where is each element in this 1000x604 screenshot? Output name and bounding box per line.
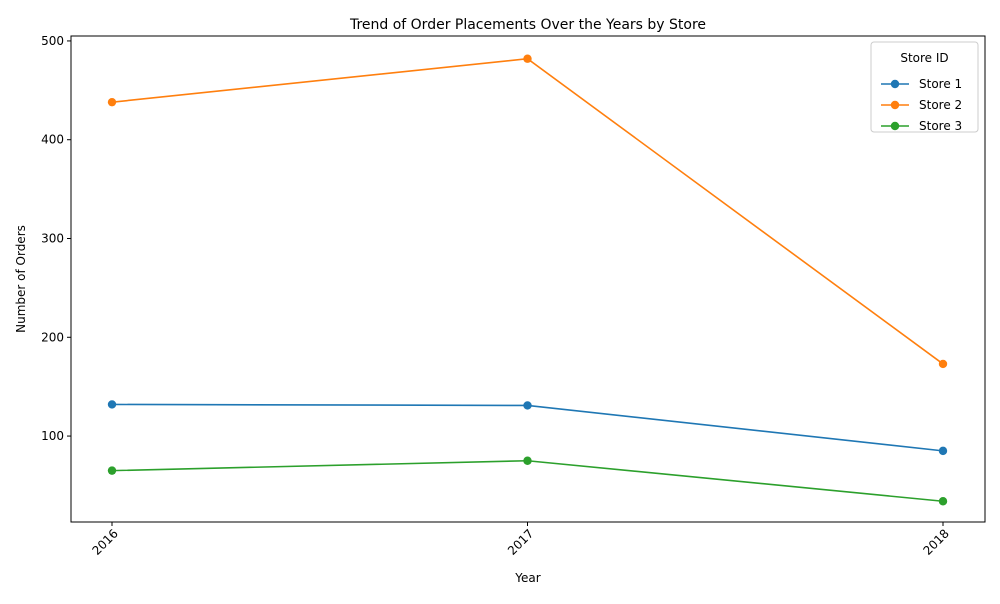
legend-entry-label: Store 3 <box>919 119 962 133</box>
legend-title: Store ID <box>900 51 948 65</box>
x-axis-label: Year <box>514 571 540 585</box>
data-point-3 <box>107 466 117 475</box>
y-tick-label: 400 <box>41 133 64 147</box>
x-tick-label: 2018 <box>920 526 951 557</box>
data-point-2 <box>938 359 948 369</box>
y-tick-label: 300 <box>41 232 64 246</box>
chart-title: Trend of Order Placements Over the Years… <box>349 17 706 33</box>
data-point-2 <box>523 54 532 63</box>
data-point-1 <box>107 400 117 409</box>
legend-entry-label: Store 2 <box>919 98 962 112</box>
legend-entry-label: Store 1 <box>919 77 962 91</box>
y-axis-label: Number of Orders <box>14 225 28 333</box>
series-line-3 <box>111 459 944 503</box>
legend-marker <box>890 79 900 89</box>
legend-box <box>870 41 979 133</box>
series-line-1 <box>111 403 944 452</box>
plot-area: 100 200 300 400 500 2016 2017 2018 <box>41 34 952 558</box>
legend: Store ID Store 1 Store 2 Store 3 <box>870 41 979 133</box>
legend-marker <box>890 100 900 110</box>
data-point-1 <box>938 446 948 456</box>
y-tick-label: 100 <box>41 429 64 443</box>
y-tick-label: 500 <box>41 34 64 48</box>
x-tick-label: 2017 <box>505 526 536 557</box>
data-point-3 <box>938 497 948 506</box>
data-point-3 <box>523 456 532 465</box>
x-tick-label: 2016 <box>89 526 120 557</box>
data-point-1 <box>523 401 532 410</box>
y-tick-label: 200 <box>41 330 64 344</box>
series-line-2 <box>111 57 944 365</box>
data-point-2 <box>107 97 117 107</box>
plot-frame <box>70 35 986 523</box>
legend-marker <box>890 121 900 131</box>
